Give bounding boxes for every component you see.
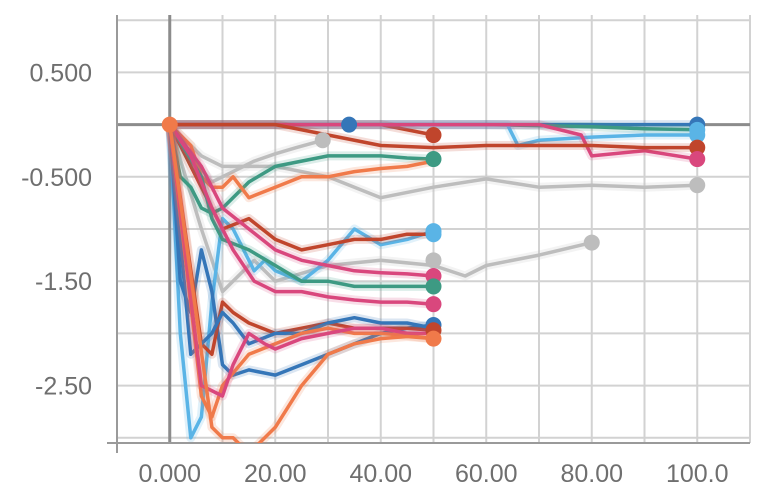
end-markers [161,116,706,347]
series-lines [165,120,702,443]
series-line-21 [168,122,436,443]
tick-labels: 0.000 20.00 40.00 60.00 80.00 100.0 0.500 -0.50… [21,59,728,488]
series-end-marker-9 [425,278,442,295]
series-end-marker-13 [425,330,442,347]
x-tick-label: 0.000 [138,460,201,488]
series-line-8 [168,122,594,294]
series-end-marker-17 [689,127,706,144]
series-line-15 [168,122,436,306]
y-tick-label: 0.500 [29,59,92,87]
x-tick-label: 60.00 [455,460,518,488]
series-line-12 [168,122,436,252]
series-line-11 [168,122,436,440]
series-line-5 [168,122,700,150]
x-tick-label: 20.00 [244,460,307,488]
series-line-13 [168,122,436,278]
series-end-marker-3 [425,127,442,144]
series-line-6 [168,122,700,200]
series-end-marker-18 [689,139,706,156]
series-line-18 [168,122,436,357]
series-line-14 [168,122,436,289]
series-end-marker-0 [161,116,178,133]
series-end-marker-20 [689,177,706,194]
series-end-marker-6 [425,226,442,243]
series-line-9 [168,122,436,216]
y-tick-label: -0.500 [21,164,92,192]
series-end-marker-2 [314,132,331,149]
series-end-marker-10 [425,296,442,313]
series-end-marker-7 [425,252,442,269]
series-end-marker-1 [341,116,358,133]
series-end-marker-19 [689,151,706,168]
x-tick-label: 100.0 [666,460,729,488]
series-line-20 [168,122,436,398]
x-tick-label: 80.00 [560,460,623,488]
x-tick-label: 40.00 [349,460,412,488]
series-end-marker-14 [583,234,600,251]
series-end-marker-4 [425,151,442,168]
y-tick-label: -1.50 [35,268,92,296]
y-tick-label: -2.50 [35,373,92,401]
